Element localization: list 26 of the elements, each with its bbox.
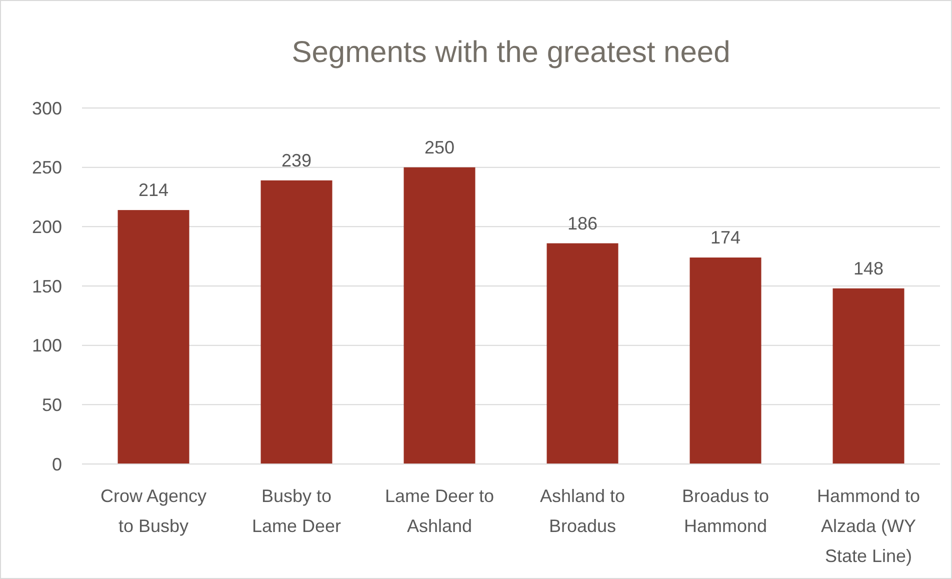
y-tick-label: 300 bbox=[32, 98, 62, 118]
bar bbox=[832, 288, 904, 464]
bar bbox=[260, 180, 332, 464]
data-label: 186 bbox=[567, 213, 598, 234]
y-tick-label: 150 bbox=[32, 276, 62, 296]
x-tick-label: Crow Agency to Busby bbox=[100, 486, 207, 536]
y-tick-label: 0 bbox=[52, 454, 62, 474]
data-label: 214 bbox=[138, 180, 169, 200]
bar bbox=[118, 210, 190, 464]
bar bbox=[404, 167, 476, 464]
data-label: 174 bbox=[710, 228, 741, 248]
data-label: 239 bbox=[281, 150, 312, 170]
y-tick-label: 50 bbox=[42, 394, 62, 415]
data-label: 250 bbox=[424, 137, 455, 158]
data-label: 148 bbox=[853, 258, 884, 278]
chart-title: Segments with the greatest need bbox=[292, 36, 730, 69]
y-tick-label: 200 bbox=[32, 216, 62, 237]
y-tick-label: 250 bbox=[32, 158, 62, 178]
x-tick-label: Lame Deer to Ashland bbox=[384, 486, 494, 536]
y-tick-label: 100 bbox=[32, 336, 62, 356]
x-tick-label: Broadus to Hammond bbox=[682, 486, 770, 536]
x-tick-label: Hammond to Alzada (WY State Line) bbox=[816, 486, 920, 566]
bar bbox=[690, 258, 762, 464]
x-tick-label: Ashland to Broadus bbox=[540, 486, 626, 536]
bar bbox=[546, 243, 618, 464]
x-tick-label: Busby to Lame Deer bbox=[252, 486, 342, 536]
